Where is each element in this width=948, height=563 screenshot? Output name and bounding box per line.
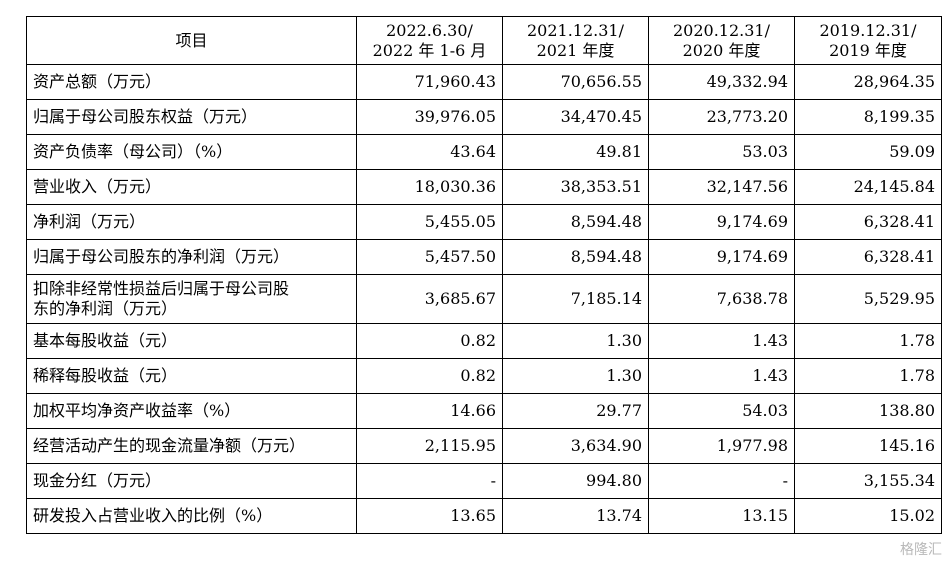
cell-value: 1.78 — [794, 358, 942, 394]
row-label: 现金分红（万元） — [26, 463, 357, 499]
cell-value: 3,634.90 — [502, 428, 649, 464]
row-label: 扣除非经常性损益后归属于母公司股 东的净利润（万元） — [26, 274, 357, 324]
cell-value: 39,976.05 — [356, 99, 503, 135]
cell-value: 71,960.43 — [356, 64, 503, 100]
watermark: 格隆汇 — [900, 542, 942, 558]
cell-value: 23,773.20 — [648, 99, 795, 135]
row-label: 经营活动产生的现金流量净额（万元） — [26, 428, 357, 464]
cell-value: 18,030.36 — [356, 169, 503, 205]
cell-value: 2,115.95 — [356, 428, 503, 464]
cell-value: 0.82 — [356, 358, 503, 394]
cell-value: 1.30 — [502, 358, 649, 394]
table-row: 净利润（万元） 5,455.05 8,594.48 9,174.69 6,328… — [26, 204, 942, 240]
header-item: 项目 — [26, 16, 357, 65]
table-row: 资产总额（万元） 71,960.43 70,656.55 49,332.94 2… — [26, 64, 942, 100]
table-row: 加权平均净资产收益率（%） 14.66 29.77 54.03 138.80 — [26, 393, 942, 429]
header-col-2019: 2019.12.31/2019 年度 — [794, 16, 942, 65]
cell-value: 54.03 — [648, 393, 795, 429]
cell-value: 8,594.48 — [502, 204, 649, 240]
cell-value: 3,685.67 — [356, 274, 503, 324]
header-col-2022h1: 2022.6.30/2022 年 1-6 月 — [356, 16, 503, 65]
row-label: 资产负债率（母公司）（%） — [26, 134, 357, 170]
cell-value: 138.80 — [794, 393, 942, 429]
cell-value: 34,470.45 — [502, 99, 649, 135]
table-row: 研发投入占营业收入的比例（%） 13.65 13.74 13.15 15.02 — [26, 498, 942, 534]
table-row: 扣除非经常性损益后归属于母公司股 东的净利润（万元） 3,685.67 7,185… — [26, 274, 942, 324]
cell-value: 49.81 — [502, 134, 649, 170]
table-row: 归属于母公司股东权益（万元） 39,976.05 34,470.45 23,77… — [26, 99, 942, 135]
table-header-row: 项目 2022.6.30/2022 年 1-6 月 2021.12.31/202… — [26, 16, 942, 65]
row-label: 基本每股收益（元） — [26, 323, 357, 359]
cell-value: 9,174.69 — [648, 239, 795, 275]
header-col-2020: 2020.12.31/2020 年度 — [648, 16, 795, 65]
cell-value: 9,174.69 — [648, 204, 795, 240]
cell-value: 13.15 — [648, 498, 795, 534]
cell-value: - — [648, 463, 795, 499]
header-col-2021: 2021.12.31/2021 年度 — [502, 16, 649, 65]
table-row: 营业收入（万元） 18,030.36 38,353.51 32,147.56 2… — [26, 169, 942, 205]
cell-value: 1.43 — [648, 358, 795, 394]
cell-value: 7,185.14 — [502, 274, 649, 324]
cell-value: 6,328.41 — [794, 239, 942, 275]
cell-value: 32,147.56 — [648, 169, 795, 205]
cell-value: 29.77 — [502, 393, 649, 429]
cell-value: 5,529.95 — [794, 274, 942, 324]
row-label: 净利润（万元） — [26, 204, 357, 240]
cell-value: 1.43 — [648, 323, 795, 359]
row-label: 归属于母公司股东权益（万元） — [26, 99, 357, 135]
cell-value: - — [356, 463, 503, 499]
cell-value: 7,638.78 — [648, 274, 795, 324]
cell-value: 13.74 — [502, 498, 649, 534]
row-label: 研发投入占营业收入的比例（%） — [26, 498, 357, 534]
table-row: 资产负债率（母公司）（%） 43.64 49.81 53.03 59.09 — [26, 134, 942, 170]
cell-value: 5,455.05 — [356, 204, 503, 240]
cell-value: 0.82 — [356, 323, 503, 359]
cell-value: 24,145.84 — [794, 169, 942, 205]
cell-value: 8,199.35 — [794, 99, 942, 135]
cell-value: 43.64 — [356, 134, 503, 170]
cell-value: 994.80 — [502, 463, 649, 499]
cell-value: 59.09 — [794, 134, 942, 170]
cell-value: 28,964.35 — [794, 64, 942, 100]
cell-value: 6,328.41 — [794, 204, 942, 240]
table-row: 归属于母公司股东的净利润（万元） 5,457.50 8,594.48 9,174… — [26, 239, 942, 275]
row-label: 加权平均净资产收益率（%） — [26, 393, 357, 429]
cell-value: 53.03 — [648, 134, 795, 170]
row-label: 营业收入（万元） — [26, 169, 357, 205]
table-row: 现金分红（万元） - 994.80 - 3,155.34 — [26, 463, 942, 499]
row-label: 稀释每股收益（元） — [26, 358, 357, 394]
cell-value: 5,457.50 — [356, 239, 503, 275]
cell-value: 14.66 — [356, 393, 503, 429]
row-label: 归属于母公司股东的净利润（万元） — [26, 239, 357, 275]
cell-value: 8,594.48 — [502, 239, 649, 275]
financial-table: 项目 2022.6.30/2022 年 1-6 月 2021.12.31/202… — [26, 16, 942, 534]
cell-value: 1.78 — [794, 323, 942, 359]
table-row: 经营活动产生的现金流量净额（万元） 2,115.95 3,634.90 1,97… — [26, 428, 942, 464]
cell-value: 49,332.94 — [648, 64, 795, 100]
table-row: 基本每股收益（元） 0.82 1.30 1.43 1.78 — [26, 323, 942, 359]
cell-value: 38,353.51 — [502, 169, 649, 205]
table-row: 稀释每股收益（元） 0.82 1.30 1.43 1.78 — [26, 358, 942, 394]
cell-value: 145.16 — [794, 428, 942, 464]
cell-value: 13.65 — [356, 498, 503, 534]
cell-value: 1,977.98 — [648, 428, 795, 464]
cell-value: 70,656.55 — [502, 64, 649, 100]
cell-value: 15.02 — [794, 498, 942, 534]
cell-value: 3,155.34 — [794, 463, 942, 499]
row-label: 资产总额（万元） — [26, 64, 357, 100]
cell-value: 1.30 — [502, 323, 649, 359]
